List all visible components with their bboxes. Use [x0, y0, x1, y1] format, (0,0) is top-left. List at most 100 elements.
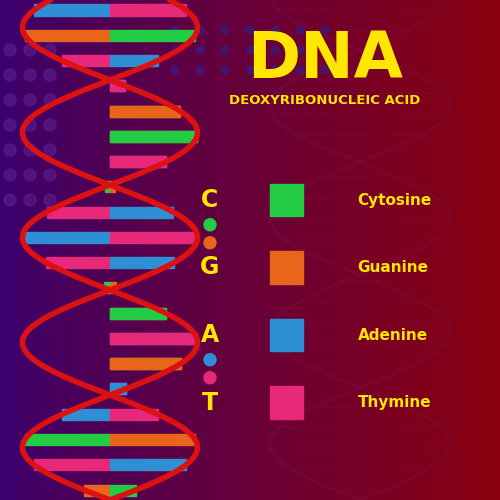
Bar: [110, 156, 166, 167]
Circle shape: [44, 169, 56, 181]
Circle shape: [4, 194, 16, 206]
Bar: [110, 131, 197, 142]
Text: DEOXYRIBONUCLEIC ACID: DEOXYRIBONUCLEIC ACID: [230, 94, 420, 106]
Bar: [110, 106, 180, 117]
Circle shape: [4, 144, 16, 156]
Text: Adenine: Adenine: [358, 328, 428, 342]
Bar: [84, 484, 110, 496]
Bar: [110, 282, 116, 294]
Text: Cytosine: Cytosine: [358, 192, 432, 208]
Bar: [62, 408, 110, 420]
Circle shape: [296, 46, 304, 54]
Bar: [110, 80, 125, 92]
Bar: [110, 4, 186, 16]
Bar: [110, 434, 195, 445]
Bar: [34, 4, 110, 16]
Circle shape: [44, 94, 56, 106]
Bar: [110, 384, 126, 394]
Bar: [110, 182, 115, 192]
Circle shape: [24, 44, 36, 56]
Bar: [110, 308, 166, 318]
Circle shape: [271, 66, 279, 74]
Circle shape: [221, 26, 229, 34]
Circle shape: [196, 46, 204, 54]
Bar: [110, 131, 197, 142]
Circle shape: [321, 26, 329, 34]
Circle shape: [171, 26, 179, 34]
Bar: [104, 282, 110, 294]
Bar: [110, 308, 166, 318]
Bar: [270, 386, 302, 419]
Circle shape: [271, 26, 279, 34]
Circle shape: [246, 26, 254, 34]
Bar: [110, 206, 174, 218]
Circle shape: [271, 46, 279, 54]
Bar: [25, 30, 110, 41]
Bar: [110, 358, 180, 369]
Circle shape: [24, 94, 36, 106]
Circle shape: [24, 194, 36, 206]
Circle shape: [4, 69, 16, 81]
Bar: [110, 80, 125, 92]
Circle shape: [296, 26, 304, 34]
Bar: [62, 55, 110, 66]
Bar: [110, 484, 136, 496]
Circle shape: [171, 66, 179, 74]
Text: A: A: [201, 323, 219, 347]
Bar: [110, 257, 174, 268]
Circle shape: [204, 237, 216, 248]
Text: T: T: [202, 390, 218, 414]
Bar: [110, 384, 126, 394]
Text: Guanine: Guanine: [358, 260, 428, 275]
Bar: [34, 459, 110, 470]
Circle shape: [44, 194, 56, 206]
Circle shape: [246, 46, 254, 54]
Bar: [46, 257, 110, 268]
Bar: [110, 156, 166, 167]
Text: C: C: [202, 188, 218, 212]
Bar: [110, 232, 198, 243]
Circle shape: [296, 66, 304, 74]
Bar: [22, 232, 110, 243]
Bar: [46, 206, 110, 218]
Bar: [105, 182, 110, 192]
Circle shape: [4, 94, 16, 106]
Circle shape: [321, 46, 329, 54]
Circle shape: [171, 46, 179, 54]
Circle shape: [221, 46, 229, 54]
Circle shape: [24, 169, 36, 181]
Bar: [110, 358, 180, 369]
Circle shape: [221, 66, 229, 74]
Text: G: G: [200, 256, 220, 280]
Circle shape: [44, 144, 56, 156]
Circle shape: [44, 44, 56, 56]
Bar: [270, 184, 302, 216]
Circle shape: [4, 169, 16, 181]
Bar: [25, 434, 110, 445]
Circle shape: [196, 26, 204, 34]
Circle shape: [204, 354, 216, 366]
Bar: [270, 251, 302, 284]
Bar: [270, 319, 302, 351]
Bar: [110, 30, 195, 41]
Bar: [110, 333, 197, 344]
Circle shape: [246, 66, 254, 74]
Circle shape: [4, 44, 16, 56]
Bar: [110, 333, 197, 344]
Circle shape: [24, 119, 36, 131]
Text: Thymine: Thymine: [358, 395, 431, 410]
Circle shape: [204, 219, 216, 231]
Circle shape: [24, 69, 36, 81]
Text: DNA: DNA: [247, 29, 403, 91]
Bar: [110, 408, 158, 420]
Circle shape: [321, 66, 329, 74]
Bar: [110, 106, 180, 117]
Circle shape: [44, 119, 56, 131]
Circle shape: [44, 69, 56, 81]
Circle shape: [204, 372, 216, 384]
Bar: [110, 55, 158, 66]
Circle shape: [24, 144, 36, 156]
Circle shape: [196, 66, 204, 74]
Circle shape: [4, 119, 16, 131]
Bar: [110, 459, 186, 470]
